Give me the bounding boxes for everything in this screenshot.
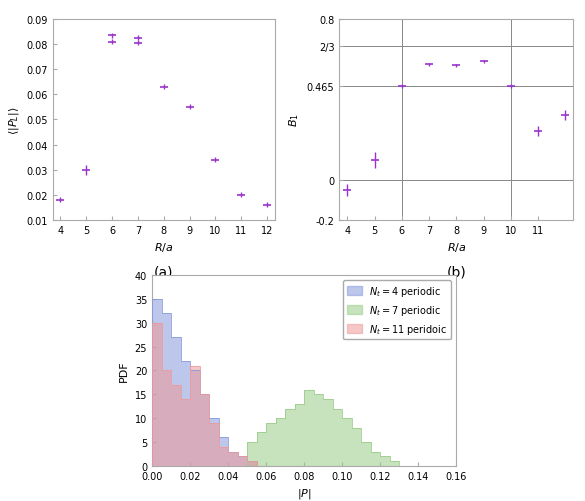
Bar — [228, 452, 238, 466]
Y-axis label: PDF: PDF — [119, 360, 129, 382]
Bar — [247, 461, 257, 466]
Text: (a): (a) — [154, 265, 174, 279]
Bar — [238, 456, 247, 466]
Bar — [199, 395, 209, 466]
Bar — [362, 442, 371, 466]
Bar — [190, 366, 199, 466]
Bar — [161, 371, 171, 466]
Bar — [152, 323, 161, 466]
Bar — [266, 423, 276, 466]
Bar — [276, 418, 285, 466]
Bar — [304, 390, 314, 466]
Bar — [314, 395, 323, 466]
Bar — [380, 456, 390, 466]
X-axis label: $R/a$: $R/a$ — [446, 241, 466, 254]
Bar — [247, 442, 257, 466]
Bar — [171, 385, 181, 466]
Y-axis label: $B_1$: $B_1$ — [287, 113, 301, 127]
Bar — [219, 447, 228, 466]
Bar — [161, 314, 171, 466]
Bar — [342, 418, 352, 466]
Bar — [199, 395, 209, 466]
Bar — [219, 437, 228, 466]
Bar — [228, 452, 238, 466]
Legend: $N_t = 4$ periodic, $N_t = 7$ periodic, $N_t = 11$ peridoic: $N_t = 4$ periodic, $N_t = 7$ periodic, … — [343, 281, 452, 340]
Text: (b): (b) — [446, 265, 466, 279]
Bar — [209, 418, 219, 466]
Bar — [209, 423, 219, 466]
Bar — [181, 361, 190, 466]
Bar — [371, 452, 380, 466]
Bar — [295, 404, 304, 466]
Bar — [152, 299, 161, 466]
Bar — [390, 461, 400, 466]
Bar — [352, 428, 362, 466]
Bar — [181, 399, 190, 466]
X-axis label: $R/a$: $R/a$ — [154, 241, 174, 254]
Bar — [285, 409, 295, 466]
Bar — [171, 337, 181, 466]
X-axis label: $|P|$: $|P|$ — [297, 486, 312, 500]
Bar — [190, 371, 199, 466]
Bar — [247, 461, 257, 466]
Bar — [333, 409, 342, 466]
Bar — [238, 456, 247, 466]
Y-axis label: $\langle|P_L|\rangle$: $\langle|P_L|\rangle$ — [7, 106, 20, 134]
Bar — [257, 432, 266, 466]
Bar — [323, 399, 333, 466]
